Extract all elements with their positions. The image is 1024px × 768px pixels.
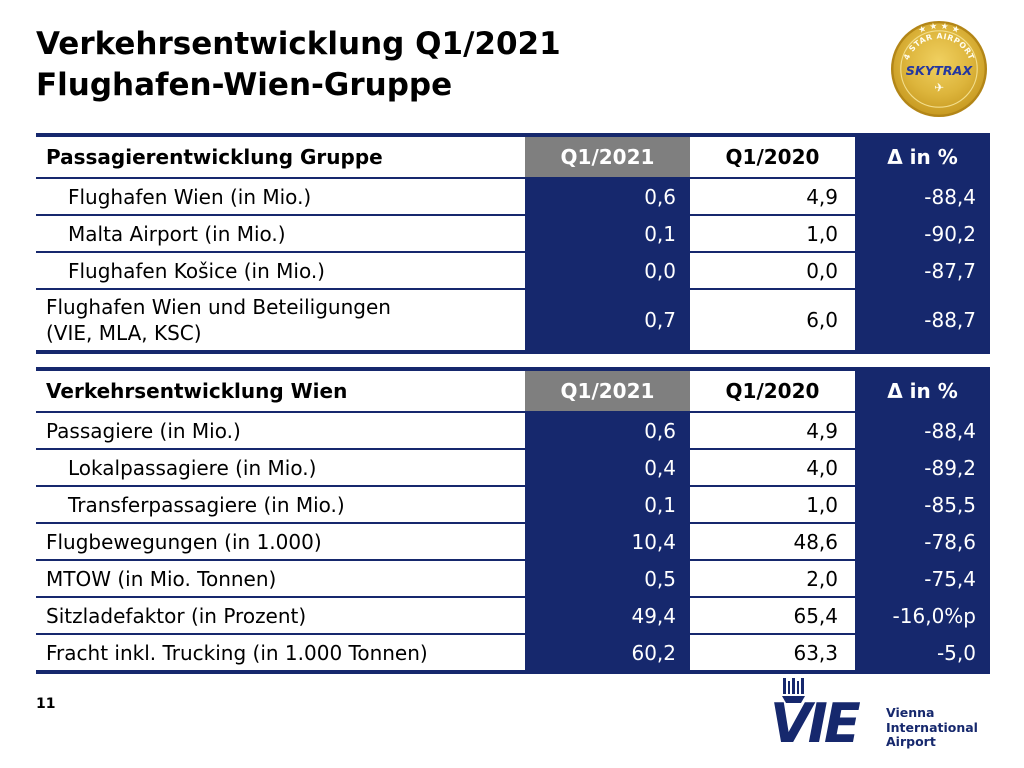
value-q1-2020: 65,4 — [690, 598, 852, 633]
row-label: Flughafen Wien und Beteiligungen (VIE, M… — [46, 295, 391, 345]
vie-logo-caption-line2: International — [886, 719, 978, 735]
table-row: Flugbewegungen (in 1.000) 10,4 48,6 -78,… — [36, 522, 990, 559]
value-q1-2020: 0,0 — [690, 253, 852, 288]
vie-logo-caption-line1: Vienna — [886, 705, 935, 720]
value-delta: -75,4 — [852, 561, 990, 596]
value-delta: -16,0%p — [852, 598, 990, 633]
value-q1-2021: 49,4 — [522, 598, 690, 633]
vie-logo-caption: Vienna International Airport — [886, 705, 978, 750]
row-label: Passagiere (in Mio.) — [46, 418, 241, 443]
value-delta: -88,7 — [852, 290, 990, 350]
table-traffic-vienna: Verkehrsentwicklung Wien Q1/2021 Q1/2020… — [36, 367, 990, 674]
badge-stars: ★ ★ ★ ★ — [917, 22, 961, 36]
table-row: Transferpassagiere (in Mio.) 0,1 1,0 -85… — [36, 485, 990, 522]
column-header-q1-2020: Q1/2020 — [690, 371, 852, 411]
table-title: Passagierentwicklung Gruppe — [46, 145, 383, 169]
page-title: Verkehrsentwicklung Q1/2021 Flughafen-Wi… — [36, 24, 561, 106]
table-row: Passagiere (in Mio.) 0,6 4,9 -88,4 — [36, 411, 990, 448]
page-title-line2: Flughafen-Wien-Gruppe — [36, 67, 453, 103]
row-label: Transferpassagiere (in Mio.) — [68, 492, 345, 517]
value-delta: -88,4 — [852, 413, 990, 448]
value-q1-2021: 60,2 — [522, 635, 690, 670]
column-header-q1-2021: Q1/2021 — [522, 371, 690, 411]
value-q1-2021: 10,4 — [522, 524, 690, 559]
value-q1-2020: 4,9 — [690, 413, 852, 448]
value-q1-2021: 0,6 — [522, 179, 690, 214]
column-header-delta: Δ in % — [852, 137, 990, 177]
table-row: Sitzladefaktor (in Prozent) 49,4 65,4 -1… — [36, 596, 990, 633]
badge-emblem-icon: ✈ — [934, 81, 944, 95]
value-delta: -90,2 — [852, 216, 990, 251]
tables-area: Passagierentwicklung Gruppe Q1/2021 Q1/2… — [36, 133, 990, 674]
skytrax-badge: ★ ★ ★ ★ 4 STAR AIRPORT SKYTRAX ✈ — [890, 20, 988, 118]
vienna-airport-logo: VIE Vienna International Airport — [770, 678, 994, 760]
value-q1-2020: 48,6 — [690, 524, 852, 559]
value-q1-2020: 2,0 — [690, 561, 852, 596]
row-label: MTOW (in Mio. Tonnen) — [46, 566, 277, 591]
table-row: Flughafen Košice (in Mio.) 0,0 0,0 -87,7 — [36, 251, 990, 288]
value-q1-2020: 6,0 — [690, 290, 852, 350]
vie-logo-caption-line3: Airport — [886, 734, 936, 749]
value-q1-2021: 0,0 — [522, 253, 690, 288]
page-number: 11 — [36, 696, 56, 712]
value-q1-2020: 63,3 — [690, 635, 852, 670]
value-q1-2020: 1,0 — [690, 216, 852, 251]
row-label: Malta Airport (in Mio.) — [68, 221, 286, 246]
row-label: Flugbewegungen (in 1.000) — [46, 529, 322, 554]
table-row: Malta Airport (in Mio.) 0,1 1,0 -90,2 — [36, 214, 990, 251]
value-delta: -89,2 — [852, 450, 990, 485]
table-row: Fracht inkl. Trucking (in 1.000 Tonnen) … — [36, 633, 990, 670]
value-delta: -5,0 — [852, 635, 990, 670]
table-row: Flughafen Wien (in Mio.) 0,6 4,9 -88,4 — [36, 177, 990, 214]
table-row: MTOW (in Mio. Tonnen) 0,5 2,0 -75,4 — [36, 559, 990, 596]
table-passenger-group: Passagierentwicklung Gruppe Q1/2021 Q1/2… — [36, 133, 990, 354]
row-label: Sitzladefaktor (in Prozent) — [46, 603, 307, 628]
table-row: Flughafen Wien und Beteiligungen (VIE, M… — [36, 288, 990, 350]
column-header-q1-2021: Q1/2021 — [522, 137, 690, 177]
row-label: Flughafen Wien (in Mio.) — [68, 184, 312, 209]
svg-text:★ ★ ★ ★: ★ ★ ★ ★ — [917, 22, 961, 36]
row-label: Flughafen Košice (in Mio.) — [68, 258, 325, 283]
table-row: Lokalpassagiere (in Mio.) 0,4 4,0 -89,2 — [36, 448, 990, 485]
row-label: Lokalpassagiere (in Mio.) — [68, 455, 317, 480]
value-q1-2020: 4,9 — [690, 179, 852, 214]
value-delta: -88,4 — [852, 179, 990, 214]
table-header-row: Verkehrsentwicklung Wien Q1/2021 Q1/2020… — [36, 371, 990, 411]
vie-logo-text: VIE — [770, 692, 861, 755]
value-q1-2020: 1,0 — [690, 487, 852, 522]
value-q1-2021: 0,5 — [522, 561, 690, 596]
value-q1-2021: 0,7 — [522, 290, 690, 350]
value-delta: -78,6 — [852, 524, 990, 559]
column-header-q1-2020: Q1/2020 — [690, 137, 852, 177]
value-q1-2021: 0,1 — [522, 487, 690, 522]
value-q1-2021: 0,4 — [522, 450, 690, 485]
value-delta: -87,7 — [852, 253, 990, 288]
row-label: Fracht inkl. Trucking (in 1.000 Tonnen) — [46, 640, 428, 665]
badge-brand: SKYTRAX — [906, 64, 974, 79]
page-title-line1: Verkehrsentwicklung Q1/2021 — [36, 26, 561, 62]
table-header-row: Passagierentwicklung Gruppe Q1/2021 Q1/2… — [36, 137, 990, 177]
value-q1-2020: 4,0 — [690, 450, 852, 485]
value-q1-2021: 0,6 — [522, 413, 690, 448]
control-tower-icon — [782, 678, 805, 703]
skytrax-badge-icon: ★ ★ ★ ★ 4 STAR AIRPORT SKYTRAX ✈ — [890, 20, 988, 118]
value-q1-2021: 0,1 — [522, 216, 690, 251]
table-title: Verkehrsentwicklung Wien — [46, 379, 348, 403]
column-header-delta: Δ in % — [852, 371, 990, 411]
value-delta: -85,5 — [852, 487, 990, 522]
